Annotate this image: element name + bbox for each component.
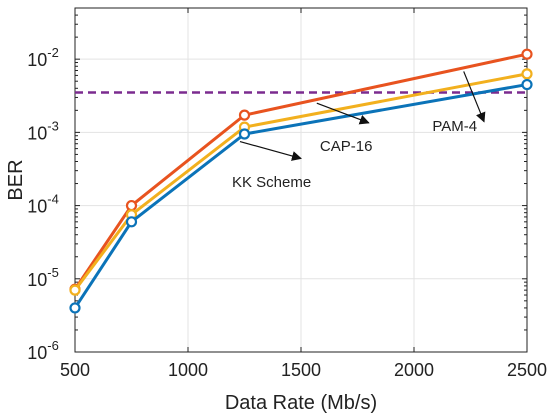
y-tick-label: 10-4 [27, 192, 59, 217]
annotation-arrow-cap-16 [316, 102, 370, 125]
y-tick-label: 10-6 [27, 338, 59, 363]
series-group [69, 48, 533, 314]
x-tick-label: 2000 [394, 360, 434, 380]
y-axis: 10-6 10-5 10-4 10-3 10-2 [27, 7, 527, 363]
x-tick-label: 1000 [168, 360, 208, 380]
x-tick-label: 500 [60, 360, 90, 380]
data-point-cap-16 [521, 68, 533, 80]
y-tick-label: 10-3 [27, 118, 59, 143]
data-point-kk-scheme [125, 216, 138, 228]
y-tick-label: 10-5 [27, 265, 59, 290]
data-point-kk-scheme [69, 302, 81, 314]
y-axis-label: BER [5, 159, 27, 200]
y-tick-label: 10-2 [27, 45, 59, 70]
x-axis-label: Data Rate (Mb/s) [225, 392, 377, 414]
data-point-pam-4 [238, 109, 251, 121]
data-point-kk-scheme [521, 78, 533, 91]
annotations: PAM-4 CAP-16 KK Scheme [232, 71, 486, 191]
annotation-label-kk-scheme: KK Scheme [232, 174, 311, 191]
data-point-cap-16 [69, 284, 81, 296]
data-point-pam-4 [125, 199, 138, 212]
x-tick-label: 1500 [281, 360, 321, 380]
series-line-cap-16 [73, 72, 528, 292]
data-point-kk-scheme [238, 128, 251, 140]
annotation-arrow-pam-4 [463, 71, 486, 123]
x-axis: 500 1000 1500 2000 2500 [60, 8, 547, 380]
annotation-label-cap-16: CAP-16 [320, 138, 373, 155]
series-line-kk-scheme [73, 83, 528, 309]
x-tick-label: 2500 [507, 360, 547, 380]
data-point-pam-4 [521, 48, 533, 60]
annotation-arrow-kk-scheme [239, 140, 302, 161]
series-line-pam-4 [73, 52, 528, 291]
annotation-label-pam-4: PAM-4 [432, 118, 477, 135]
